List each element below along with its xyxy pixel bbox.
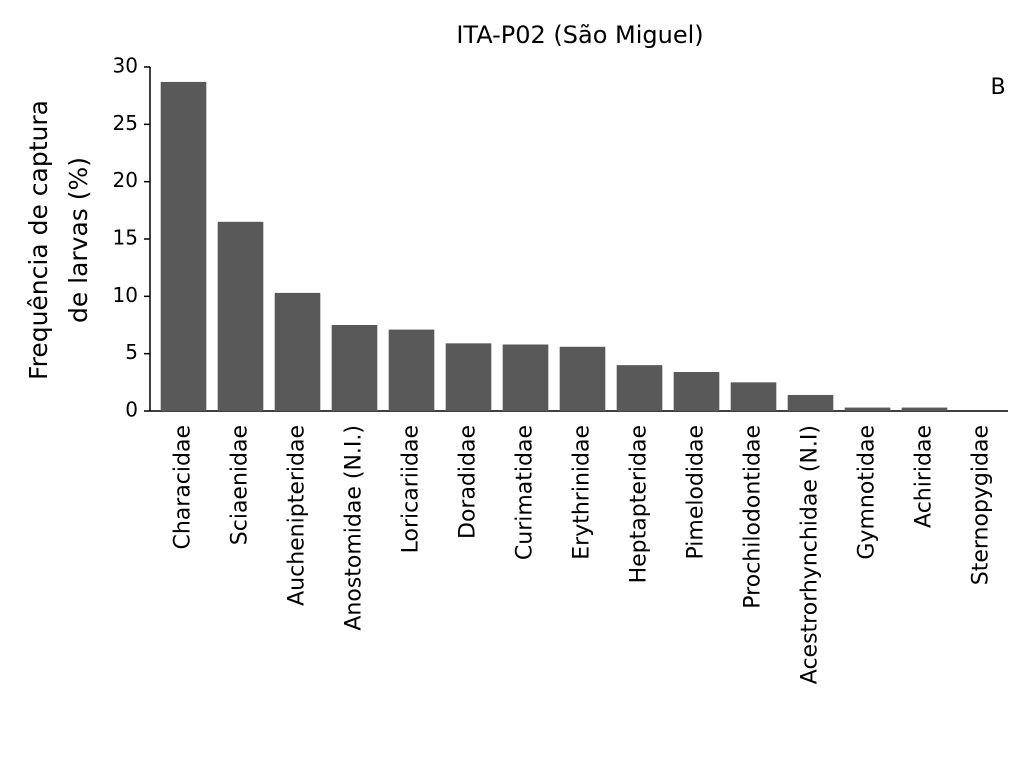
x-tick-label: Loricariidae <box>399 425 424 553</box>
bar <box>274 292 321 411</box>
y-label-line: Frequência de captura <box>24 100 53 380</box>
y-tick-label: 20 <box>113 168 138 192</box>
x-tick-label: Characidae <box>171 425 196 550</box>
x-tick-label: Auchenipteridae <box>285 425 310 606</box>
x-tick-label: Doradidae <box>456 425 481 539</box>
x-tick-label: Erythrinidae <box>570 425 595 560</box>
x-tick-label: Heptapteridae <box>627 425 652 583</box>
y-axis-title: Frequência de captura de larvas (%) <box>24 100 93 380</box>
x-tick-label: Sternopygidae <box>969 425 994 585</box>
panel-label: B <box>990 75 1005 100</box>
x-tick-label: Acestrorhynchidae (N.I) <box>798 425 823 684</box>
bar <box>673 372 720 411</box>
x-tick-label: Sciaenidae <box>228 425 253 545</box>
y-tick-label: 5 <box>125 340 138 364</box>
bar <box>844 407 891 411</box>
x-tick-label: Prochilodontidae <box>741 425 766 609</box>
y-tick-label: 0 <box>125 398 138 422</box>
x-tick-label: Gymnotidae <box>855 425 880 560</box>
y-tick-label: 15 <box>113 226 138 250</box>
bar <box>730 382 777 411</box>
bar <box>388 329 435 411</box>
bar <box>559 346 606 411</box>
x-tick-label: Pimelodidae <box>684 425 709 560</box>
bar <box>616 365 663 411</box>
y-label-line: de larvas (%) <box>64 157 93 323</box>
chart-title: ITA-P02 (São Miguel) <box>456 21 703 49</box>
bar <box>502 344 549 411</box>
x-tick-label: Achiridae <box>912 425 937 528</box>
y-tick-label: 25 <box>113 111 138 135</box>
bar <box>217 221 264 411</box>
y-tick-label: 30 <box>113 54 138 78</box>
x-tick-label: Anostomidae (N.I.) <box>342 425 367 631</box>
bar <box>331 325 378 411</box>
y-tick-label: 10 <box>113 283 138 307</box>
bar <box>445 343 492 411</box>
bar <box>787 394 834 411</box>
x-tick-label: Curimatidae <box>513 425 538 560</box>
bar <box>160 81 207 411</box>
bar <box>901 407 948 411</box>
